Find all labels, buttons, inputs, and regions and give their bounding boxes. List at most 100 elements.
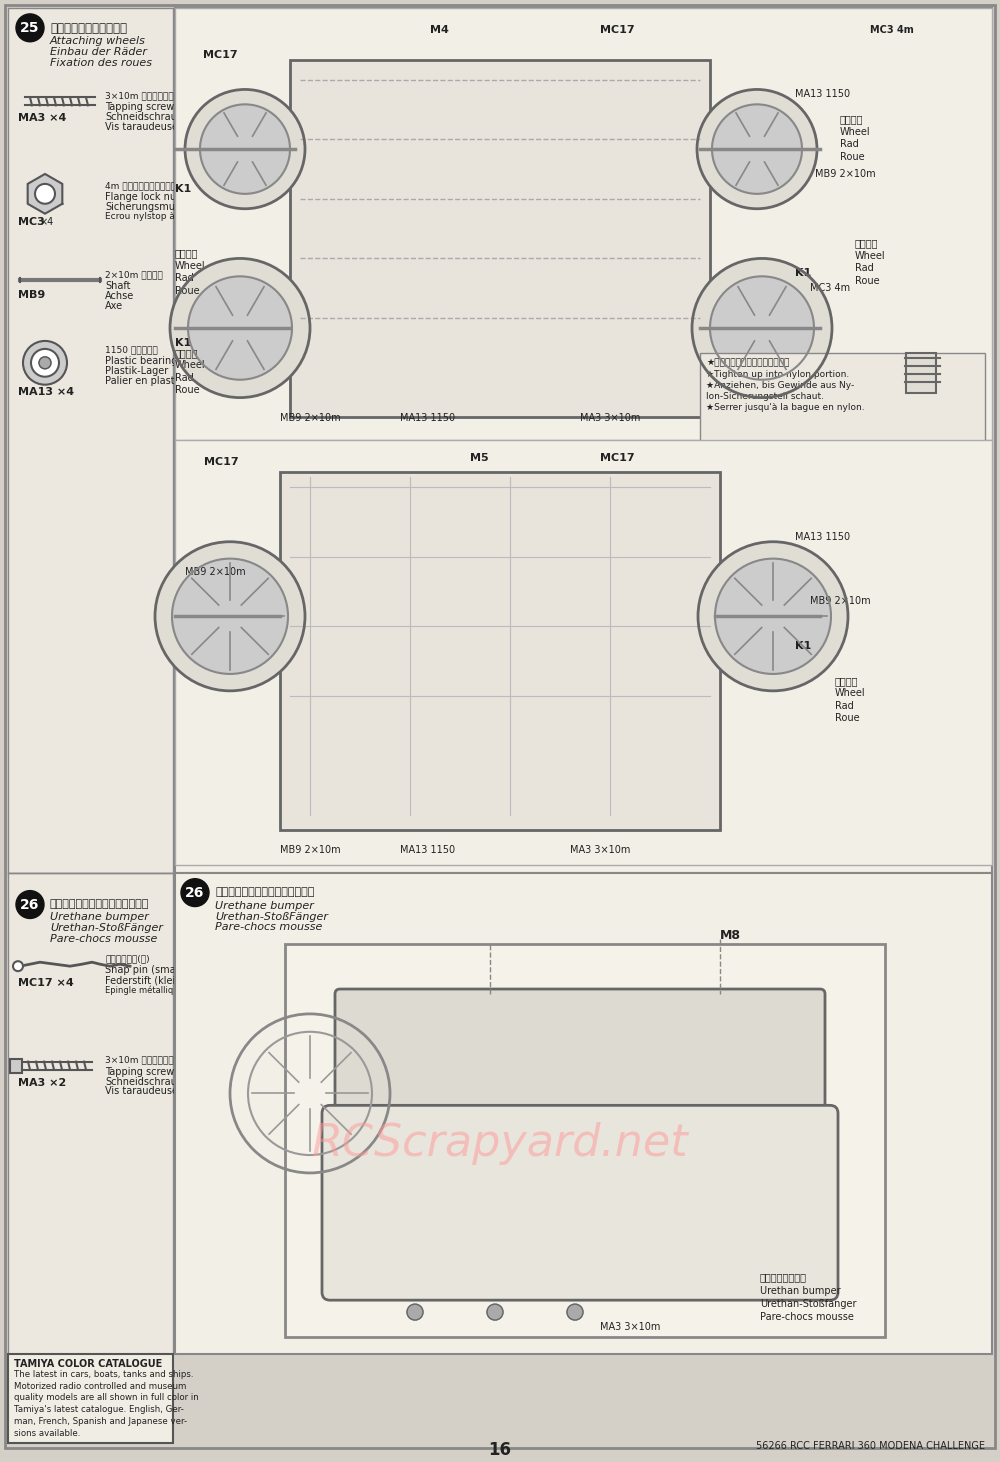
Text: Urethane bumper: Urethane bumper (50, 912, 149, 923)
Text: MB9 2×10m: MB9 2×10m (185, 567, 246, 576)
Text: ホイール
Wheel
Rad
Roue: ホイール Wheel Rad Roue (840, 114, 871, 161)
Text: K1: K1 (795, 269, 811, 278)
Text: 3×10m タッピングビス: 3×10m タッピングビス (105, 1056, 179, 1064)
Text: （ホイールの取り付け）: （ホイールの取り付け） (50, 22, 127, 35)
Bar (285, 944, 885, 1336)
Text: （ウレタンバンパーの取り付け）: （ウレタンバンパーの取り付け） (50, 899, 149, 908)
Text: Tapping screw: Tapping screw (105, 1067, 174, 1076)
FancyBboxPatch shape (322, 1105, 838, 1300)
Circle shape (697, 89, 817, 209)
Text: Einbau der Räder: Einbau der Räder (50, 47, 147, 57)
Circle shape (172, 558, 288, 674)
Text: Tapping screw: Tapping screw (105, 102, 174, 113)
Text: Pare-chocs mousse: Pare-chocs mousse (215, 923, 322, 933)
Text: ホイール
Wheel
Rad
Roue: ホイール Wheel Rad Roue (835, 675, 866, 724)
Bar (8, 1354, 173, 1443)
Text: MB9 2×10m: MB9 2×10m (815, 170, 876, 178)
Text: MA13 1150: MA13 1150 (795, 532, 850, 542)
Text: MB9: MB9 (18, 291, 45, 300)
Text: 26: 26 (20, 898, 40, 911)
Text: Urethane bumper: Urethane bumper (215, 901, 314, 911)
Circle shape (407, 1304, 423, 1320)
Circle shape (13, 961, 23, 971)
Text: M4: M4 (430, 25, 449, 35)
Text: Vis taraudeuse: Vis taraudeuse (105, 123, 178, 132)
Text: K1: K1 (175, 338, 191, 348)
Text: TAMIYA COLOR CATALOGUE: TAMIYA COLOR CATALOGUE (14, 1358, 162, 1368)
Text: MC17: MC17 (600, 453, 635, 463)
Circle shape (230, 1013, 390, 1173)
Circle shape (567, 1304, 583, 1320)
Bar (700, 352, 985, 447)
Text: The latest in cars, boats, tanks and ships.
Motorized radio controlled and museu: The latest in cars, boats, tanks and shi… (14, 1370, 199, 1437)
Text: MC17: MC17 (203, 50, 238, 60)
Text: Schneidschraube: Schneidschraube (105, 1076, 189, 1086)
Bar (8, 7, 173, 873)
Text: ホイール
Wheel
Rad
Roue: ホイール Wheel Rad Roue (175, 249, 206, 295)
Circle shape (487, 1304, 503, 1320)
Bar (175, 7, 992, 873)
Text: 3×10m タッピングビス: 3×10m タッピングビス (105, 92, 179, 101)
Text: Achse: Achse (105, 291, 134, 301)
Text: MC3 4m: MC3 4m (870, 25, 914, 35)
Text: MC17: MC17 (600, 25, 635, 35)
Text: MA13 1150: MA13 1150 (400, 845, 455, 855)
Circle shape (712, 104, 802, 194)
Text: Schneidschraube: Schneidschraube (105, 113, 189, 123)
Circle shape (185, 89, 305, 209)
Text: ★Anziehen, bis Gewinde aus Ny-: ★Anziehen, bis Gewinde aus Ny- (706, 380, 854, 390)
Bar (290, 60, 710, 418)
Circle shape (248, 1032, 372, 1155)
Text: Fixation des roues: Fixation des roues (50, 57, 152, 67)
Text: ウレタンバンパー
Urethan bumper
Urethan-Stoßfänger
Pare-chocs mousse: ウレタンバンパー Urethan bumper Urethan-Stoßfäng… (760, 1272, 856, 1322)
Text: ホイール
Wheel
Rad
Roue: ホイール Wheel Rad Roue (175, 348, 206, 395)
Text: ★ナイロン部まで締め込みます。: ★ナイロン部まで締め込みます。 (706, 358, 789, 367)
Text: MA3 3×10m: MA3 3×10m (580, 412, 640, 423)
Text: Palier en plastique: Palier en plastique (105, 376, 196, 386)
Text: Pare-chocs mousse: Pare-chocs mousse (50, 934, 157, 944)
Text: 4m フランジロックナット: 4m フランジロックナット (105, 181, 176, 190)
Text: MB9 2×10m: MB9 2×10m (280, 845, 341, 855)
Bar (906, 352, 936, 393)
FancyBboxPatch shape (335, 988, 825, 1108)
Text: Urethan-StoßFänger: Urethan-StoßFänger (50, 924, 163, 933)
Text: MC3 4m: MC3 4m (810, 284, 850, 294)
Text: MA13 1150: MA13 1150 (400, 412, 455, 423)
Circle shape (692, 259, 832, 398)
Text: Plastic bearing: Plastic bearing (105, 355, 177, 366)
Circle shape (155, 542, 305, 692)
Circle shape (16, 890, 44, 918)
Text: MB9 2×10m: MB9 2×10m (280, 412, 341, 423)
Circle shape (715, 558, 831, 674)
Text: MA13 ×4: MA13 ×4 (18, 386, 74, 396)
Text: Ecrou nylstop à flasque: Ecrou nylstop à flasque (105, 212, 211, 221)
Bar (8, 873, 173, 1354)
Text: Federstift (klein): Federstift (klein) (105, 975, 185, 985)
Text: M5: M5 (470, 453, 489, 463)
Polygon shape (28, 174, 62, 213)
Circle shape (181, 879, 209, 906)
Bar (10, 1058, 22, 1073)
Text: K1: K1 (175, 184, 191, 194)
Text: MA3 ×4: MA3 ×4 (18, 114, 66, 123)
Text: 2×10m シャフト: 2×10m シャフト (105, 270, 163, 279)
Text: ★Serrer jusqu'à la bague en nylon.: ★Serrer jusqu'à la bague en nylon. (706, 402, 865, 412)
Circle shape (188, 276, 292, 380)
Circle shape (200, 104, 290, 194)
Text: Vis taraudeuse: Vis taraudeuse (105, 1086, 178, 1096)
Text: MC3: MC3 (18, 216, 45, 227)
Circle shape (39, 357, 51, 368)
Circle shape (170, 259, 310, 398)
Circle shape (35, 184, 55, 203)
Circle shape (23, 341, 67, 385)
Text: MA3 3×10m: MA3 3×10m (570, 845, 630, 855)
Text: Attaching wheels: Attaching wheels (50, 35, 146, 45)
Text: Sicherungsmutter: Sicherungsmutter (105, 202, 193, 212)
Text: lon-Sicherungsteil schaut.: lon-Sicherungsteil schaut. (706, 392, 824, 401)
Text: 16: 16 (488, 1442, 512, 1459)
Text: MC17 ×4: MC17 ×4 (18, 978, 74, 988)
Text: Shaft: Shaft (105, 281, 130, 291)
Text: 26: 26 (185, 886, 205, 899)
Bar (280, 472, 720, 830)
Text: ×4: ×4 (40, 216, 54, 227)
